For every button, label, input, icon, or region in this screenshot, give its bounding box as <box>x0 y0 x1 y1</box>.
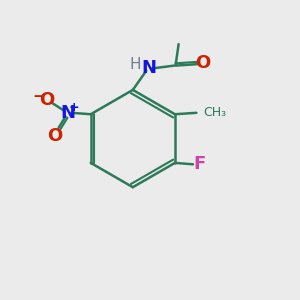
Text: O: O <box>39 91 54 109</box>
Text: CH₃: CH₃ <box>204 106 227 119</box>
Text: O: O <box>47 127 63 145</box>
Text: −: − <box>32 89 45 104</box>
Text: N: N <box>60 104 75 122</box>
Text: +: + <box>69 101 80 114</box>
Text: F: F <box>193 155 206 173</box>
Text: H: H <box>129 57 141 72</box>
Text: O: O <box>195 54 211 72</box>
Text: N: N <box>141 59 156 77</box>
